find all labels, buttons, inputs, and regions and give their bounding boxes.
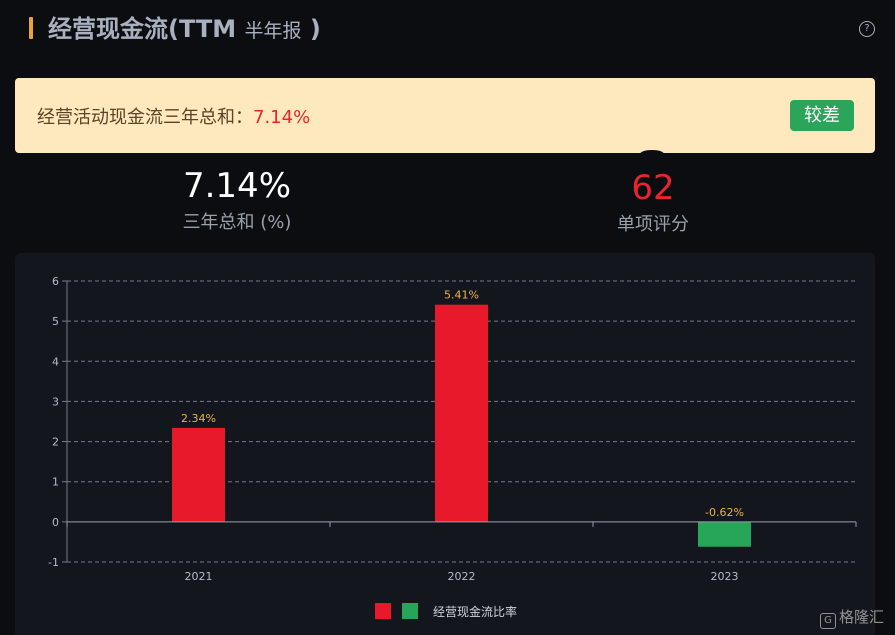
banner-notch	[640, 150, 664, 158]
y-tick-label: 2	[52, 436, 59, 449]
y-tick-label: 4	[52, 355, 59, 368]
legend-label: 经营现金流比率	[433, 604, 518, 619]
rating-badge[interactable]: 较差	[790, 100, 854, 131]
bar-chart: 6 5 4 3 2 1 0 -1 2.34% 2021 5.41% 2022 -0.62% 2023	[48, 275, 857, 583]
title-accent-bar	[29, 17, 33, 39]
metric-label: 三年总和 (%)	[182, 212, 292, 233]
header: 经营现金流(TTM 半年报 ) ?	[0, 0, 895, 60]
data-label: 5.41%	[444, 289, 479, 302]
banner-label: 经营活动现金流三年总和：	[37, 107, 253, 128]
y-tick-label: 3	[52, 395, 59, 408]
watermark-logo: G 格隆汇	[820, 606, 884, 629]
summary-banner: 经营活动现金流三年总和：7.14% 较差	[15, 78, 875, 153]
bar	[435, 304, 488, 522]
legend-swatch-positive	[375, 603, 391, 619]
metric-value: 7.14%	[182, 166, 291, 206]
title-main: 经营现金流(TTM	[48, 15, 237, 43]
data-label: -0.62%	[705, 506, 744, 519]
metric-three-year-total: 7.14% 三年总和 (%)	[132, 166, 342, 234]
x-tick-label: 2021	[185, 570, 213, 583]
watermark-text: 格隆汇	[839, 608, 885, 626]
y-tick-label: 1	[52, 476, 59, 489]
banner-text: 经营活动现金流三年总和：7.14%	[37, 103, 310, 129]
chart-legend[interactable]: 经营现金流比率	[375, 602, 517, 620]
bar	[172, 427, 225, 522]
metric-score: 62 单项评分	[548, 168, 758, 236]
y-tick-label: 5	[52, 315, 59, 328]
help-icon[interactable]: ?	[859, 21, 875, 37]
y-tick-label: 0	[52, 516, 59, 529]
data-label: 2.34%	[181, 412, 216, 425]
page-title: 经营现金流(TTM 半年报 )	[48, 12, 321, 48]
chart-panel: 6 5 4 3 2 1 0 -1 2.34% 2021 5.41% 2022 -0.62% 2023	[15, 253, 875, 635]
metric-value: 62	[631, 168, 675, 208]
legend-swatch-negative	[402, 603, 418, 619]
y-tick-label: 6	[52, 275, 59, 288]
metric-label: 单项评分	[617, 214, 689, 235]
x-tick-label: 2023	[711, 570, 739, 583]
x-tick-label: 2022	[448, 570, 476, 583]
watermark-icon: G	[820, 613, 836, 629]
title-close-paren: )	[301, 15, 321, 43]
bar	[698, 521, 751, 547]
title-period: 半年报	[244, 20, 302, 42]
banner-value: 7.14%	[253, 107, 311, 128]
y-tick-label: -1	[48, 556, 59, 569]
